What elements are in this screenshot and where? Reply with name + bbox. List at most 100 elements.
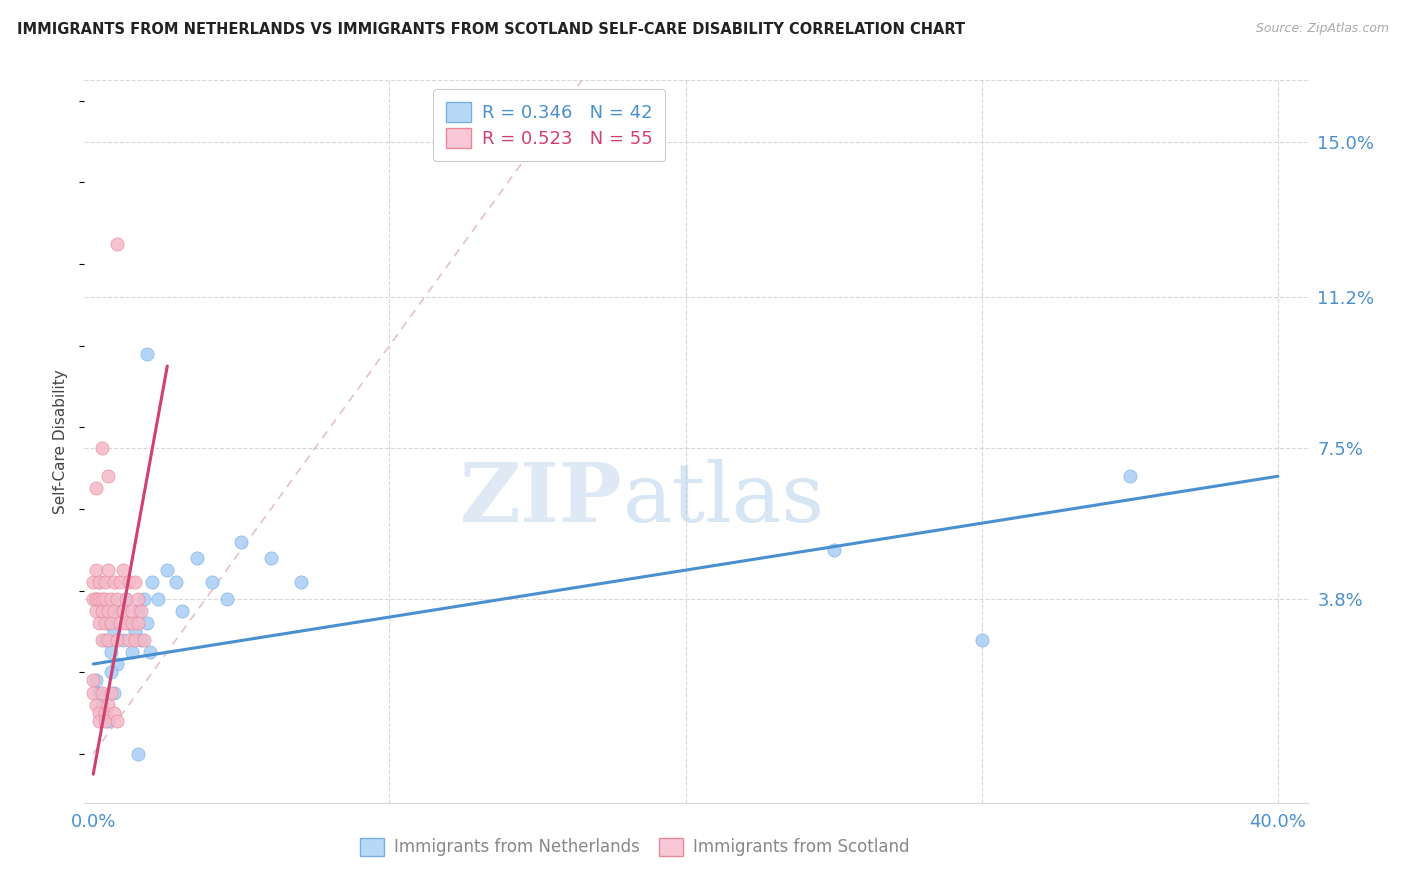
Point [127,604,149,618]
Point [84,591,107,606]
Point [94,616,117,631]
Text: atlas: atlas [623,459,825,540]
Point [84,698,107,712]
Point [105,591,128,606]
Point [97,632,120,647]
Text: ZIP: ZIP [460,459,623,540]
Point [118,632,141,647]
Point [127,591,149,606]
Point [201,575,224,590]
Point [100,685,122,699]
Point [970,632,993,647]
Point [82,673,104,688]
Point [94,632,117,647]
Point [84,604,107,618]
Point [121,604,143,618]
Point [121,645,143,659]
Point [118,616,141,631]
Point [290,575,312,590]
Point [97,616,120,631]
Point [103,604,125,618]
Point [94,706,117,720]
Point [91,441,114,455]
Point [114,616,136,631]
Point [91,632,114,647]
Point [97,469,120,483]
Point [129,604,152,618]
Point [89,685,111,699]
Point [103,706,125,720]
Point [91,685,114,699]
Point [127,616,149,631]
Point [103,685,125,699]
Point [91,591,114,606]
Point [127,747,149,761]
Point [156,563,179,577]
Point [89,616,111,631]
Point [103,575,125,590]
Point [89,714,111,728]
Point [124,632,146,647]
Point [103,624,125,639]
Point [91,604,114,618]
Point [823,542,845,557]
Point [132,591,155,606]
Point [260,550,283,565]
Point [108,616,131,631]
Point [94,714,117,728]
Point [215,591,238,606]
Point [82,685,104,699]
Point [105,236,128,251]
Legend: Immigrants from Netherlands, Immigrants from Scotland: Immigrants from Netherlands, Immigrants … [354,831,915,863]
Point [97,714,120,728]
Point [97,604,120,618]
Point [108,575,131,590]
Point [91,698,114,712]
Point [231,534,253,549]
Point [141,575,163,590]
Point [84,591,107,606]
Point [97,698,120,712]
Y-axis label: Self-Care Disability: Self-Care Disability [53,369,69,514]
Point [84,482,107,496]
Point [100,616,122,631]
Point [89,591,111,606]
Point [135,347,157,361]
Point [186,550,208,565]
Point [165,575,187,590]
Point [89,575,111,590]
Point [82,591,104,606]
Point [114,591,136,606]
Point [100,591,122,606]
Point [111,632,134,647]
Point [84,673,107,688]
Point [89,706,111,720]
Point [94,706,117,720]
Point [89,575,111,590]
Point [94,575,117,590]
Point [84,563,107,577]
Point [172,604,194,618]
Point [132,632,155,647]
Point [121,616,143,631]
Point [105,632,128,647]
Point [138,645,160,659]
Point [100,645,122,659]
Point [114,591,136,606]
Point [1119,469,1142,483]
Point [82,575,104,590]
Text: Source: ZipAtlas.com: Source: ZipAtlas.com [1256,22,1389,36]
Point [100,665,122,680]
Point [129,632,152,647]
Point [111,604,134,618]
Point [111,563,134,577]
Point [94,591,117,606]
Point [105,714,128,728]
Text: IMMIGRANTS FROM NETHERLANDS VS IMMIGRANTS FROM SCOTLAND SELF-CARE DISABILITY COR: IMMIGRANTS FROM NETHERLANDS VS IMMIGRANT… [17,22,965,37]
Point [124,624,146,639]
Point [124,575,146,590]
Point [105,657,128,671]
Point [91,604,114,618]
Point [135,616,157,631]
Point [148,591,170,606]
